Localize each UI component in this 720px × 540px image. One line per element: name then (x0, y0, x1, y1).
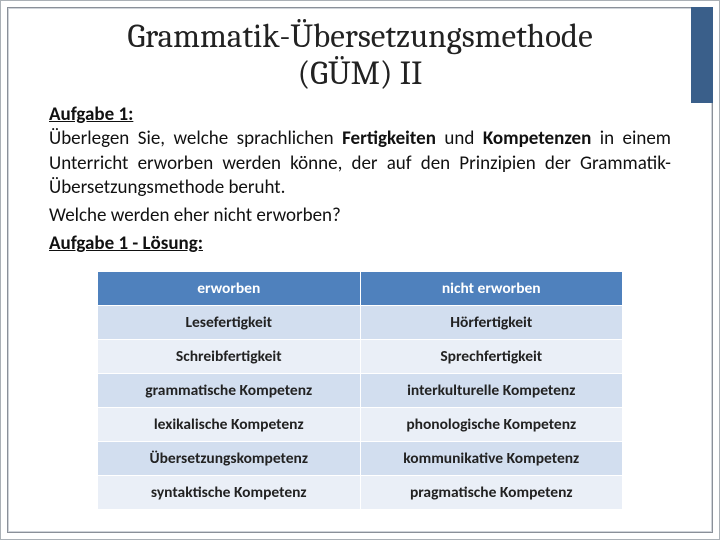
paragraph-1: Überlegen Sie, welche sprachlichen Ferti… (49, 127, 671, 200)
p1-b2: Kompetenzen (483, 127, 591, 150)
cell: phonologische Kompetenz (360, 407, 623, 441)
p1-b1: Fertigkeiten (342, 127, 436, 150)
body-text: Aufgabe 1: Überlegen Sie, welche sprachl… (49, 103, 671, 257)
slide: Grammatik-Übersetzungsmethode (GÜM) II A… (0, 0, 720, 540)
table-body: LesefertigkeitHörfertigkeit Schreibferti… (98, 305, 623, 509)
cell: lexikalische Kompetenz (98, 407, 361, 441)
p1-pre: Überlegen Sie, welche sprachlichen (49, 127, 342, 150)
cell: pragmatische Kompetenz (360, 475, 623, 509)
title-line-2: (GÜM) II (298, 55, 423, 93)
cell: Sprechfertigkeit (360, 339, 623, 373)
slide-title: Grammatik-Übersetzungsmethode (GÜM) II (49, 19, 671, 93)
th-nicht-erworben: nicht erworben (360, 271, 623, 305)
cell: Lesefertigkeit (98, 305, 361, 339)
table-row: lexikalische Kompetenzphonologische Komp… (98, 407, 623, 441)
p1-mid: und (436, 127, 483, 150)
table-container: erworben nicht erworben LesefertigkeitHö… (97, 271, 623, 510)
title-line-1: Grammatik-Übersetzungsmethode (127, 18, 592, 56)
task-label: Aufgabe 1: (49, 103, 671, 127)
table-row: syntaktische Kompetenzpragmatische Kompe… (98, 475, 623, 509)
table-row: Übersetzungskompetenzkommunikative Kompe… (98, 441, 623, 475)
solution-label: Aufgabe 1 - Lösung: (49, 232, 671, 256)
table-row: SchreibfertigkeitSprechfertigkeit (98, 339, 623, 373)
cell: Übersetzungskompetenz (98, 441, 361, 475)
cell: Schreibfertigkeit (98, 339, 361, 373)
th-erworben: erworben (98, 271, 361, 305)
table-row: LesefertigkeitHörfertigkeit (98, 305, 623, 339)
table-row: grammatische Kompetenzinterkulturelle Ko… (98, 373, 623, 407)
competence-table: erworben nicht erworben LesefertigkeitHö… (97, 271, 623, 510)
accent-bar (691, 7, 713, 103)
table-header-row: erworben nicht erworben (98, 271, 623, 305)
content-area: Grammatik-Übersetzungsmethode (GÜM) II A… (49, 19, 671, 510)
cell: interkulturelle Kompetenz (360, 373, 623, 407)
paragraph-2: Welche werden eher nicht erworben? (49, 204, 671, 228)
cell: Hörfertigkeit (360, 305, 623, 339)
cell: kommunikative Kompetenz (360, 441, 623, 475)
cell: grammatische Kompetenz (98, 373, 361, 407)
cell: syntaktische Kompetenz (98, 475, 361, 509)
